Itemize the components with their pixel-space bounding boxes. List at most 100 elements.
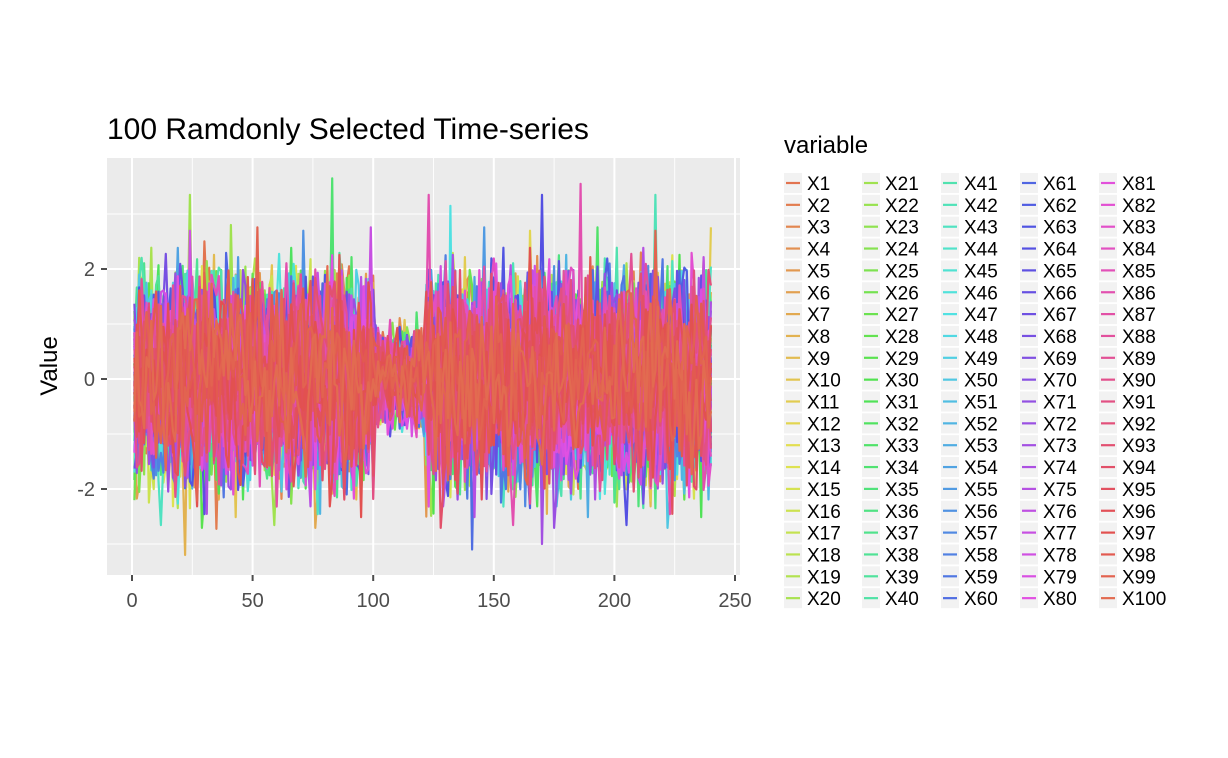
legend-item-label: X58: [964, 545, 998, 566]
legend-item-label: X50: [964, 371, 998, 392]
legend-item-label: X75: [1043, 480, 1077, 501]
legend-item-label: X95: [1122, 480, 1156, 501]
legend-item-label: X44: [964, 240, 998, 261]
x-tick-label: 200: [598, 590, 631, 612]
legend-item-label: X26: [885, 283, 919, 304]
x-tick-label: 0: [126, 590, 137, 612]
legend-item-label: X68: [1043, 327, 1077, 348]
legend-item-label: X10: [807, 371, 841, 392]
legend-item-label: X31: [885, 393, 919, 414]
y-axis: -2 0 2: [77, 259, 107, 501]
legend-item-label: X62: [1043, 196, 1077, 217]
legend-item-label: X94: [1122, 458, 1156, 479]
legend-item-label: X7: [807, 305, 830, 326]
x-tick-label: 50: [241, 590, 263, 612]
legend-item-label: X46: [964, 283, 998, 304]
legend-item-label: X34: [885, 458, 919, 479]
legend-item-label: X99: [1122, 567, 1156, 588]
legend-item-label: X12: [807, 414, 841, 435]
x-tick-label: 150: [477, 590, 510, 612]
legend-item-label: X93: [1122, 436, 1156, 457]
series-line-x99: [133, 226, 712, 502]
legend-item-label: X30: [885, 371, 919, 392]
legend-item-label: X64: [1043, 240, 1077, 261]
legend-item-label: X84: [1122, 240, 1156, 261]
legend-item-label: X33: [885, 436, 919, 457]
legend-item-label: X43: [964, 218, 998, 239]
legend-item-label: X3: [807, 218, 830, 239]
legend-item-label: X39: [885, 567, 919, 588]
legend-item-label: X53: [964, 436, 998, 457]
legend-item-label: X98: [1122, 545, 1156, 566]
legend-item-label: X69: [1043, 349, 1077, 370]
legend-item-label: X80: [1043, 589, 1077, 610]
legend-item-label: X2: [807, 196, 830, 217]
legend-item-label: X16: [807, 502, 841, 523]
legend-item-label: X41: [964, 174, 998, 195]
legend-item-label: X66: [1043, 283, 1077, 304]
legend-item-label: X1: [807, 174, 830, 195]
legend-item-label: X78: [1043, 545, 1077, 566]
legend-item-label: X55: [964, 480, 998, 501]
legend-item-label: X86: [1122, 283, 1156, 304]
legend-item-label: X24: [885, 240, 919, 261]
legend-item-label: X27: [885, 305, 919, 326]
legend-item-label: X15: [807, 480, 841, 501]
legend-item-label: X19: [807, 567, 841, 588]
legend-item-label: X59: [964, 567, 998, 588]
legend-item-label: X73: [1043, 436, 1077, 457]
chart-title: 100 Ramdonly Selected Time-series: [107, 113, 589, 146]
legend-item-label: X20: [807, 589, 841, 610]
legend-item-label: X56: [964, 502, 998, 523]
legend-item-label: X40: [885, 589, 919, 610]
series-layer: [133, 177, 712, 557]
legend-item-label: X88: [1122, 327, 1156, 348]
legend-item-label: X57: [964, 524, 998, 545]
legend-item-label: X14: [807, 458, 841, 479]
legend-item-label: X36: [885, 502, 919, 523]
legend-item-label: X35: [885, 480, 919, 501]
legend-item-label: X90: [1122, 371, 1156, 392]
legend-item-label: X60: [964, 589, 998, 610]
legend-item-label: X48: [964, 327, 998, 348]
y-tick-label: 2: [84, 259, 95, 281]
legend-item-label: X79: [1043, 567, 1077, 588]
legend-item-label: X70: [1043, 371, 1077, 392]
legend-item-label: X81: [1122, 174, 1156, 195]
legend-item-label: X51: [964, 393, 998, 414]
legend-item-label: X4: [807, 240, 831, 261]
legend-item-label: X67: [1043, 305, 1077, 326]
legend-item-label: X49: [964, 349, 998, 370]
legend-item-label: X89: [1122, 349, 1156, 370]
legend-item-label: X74: [1043, 458, 1077, 479]
legend-item-label: X17: [807, 524, 841, 545]
legend-item-label: X77: [1043, 524, 1077, 545]
legend-item-label: X22: [885, 196, 919, 217]
x-tick-label: 250: [718, 590, 751, 612]
legend-item-label: X11: [807, 393, 839, 414]
legend-item-label: X42: [964, 196, 998, 217]
legend-item-label: X63: [1043, 218, 1077, 239]
legend-item-label: X92: [1122, 414, 1156, 435]
legend-item-label: X54: [964, 458, 998, 479]
legend-item-label: X18: [807, 545, 841, 566]
legend-item-label: X6: [807, 283, 830, 304]
legend-item-label: X72: [1043, 414, 1077, 435]
legend-item-label: X9: [807, 349, 830, 370]
legend-item-label: X96: [1122, 502, 1156, 523]
legend-item-label: X5: [807, 261, 830, 282]
legend-item-label: X100: [1122, 589, 1166, 610]
legend-item-label: X32: [885, 414, 919, 435]
legend-item-label: X87: [1122, 305, 1156, 326]
legend-item-label: X25: [885, 261, 919, 282]
legend: X1X2X3X4X5X6X7X8X9X10X11X12X13X14X15X16X…: [784, 173, 1166, 610]
legend-item-label: X91: [1122, 393, 1156, 414]
legend-item-label: X21: [885, 174, 919, 195]
y-axis-title: Value: [36, 336, 63, 396]
y-tick-label: 0: [84, 369, 95, 391]
legend-item-label: X38: [885, 545, 919, 566]
x-axis: 0 50 100 150 200 250: [126, 575, 752, 612]
legend-item-label: X47: [964, 305, 998, 326]
legend-item-label: X13: [807, 436, 841, 457]
